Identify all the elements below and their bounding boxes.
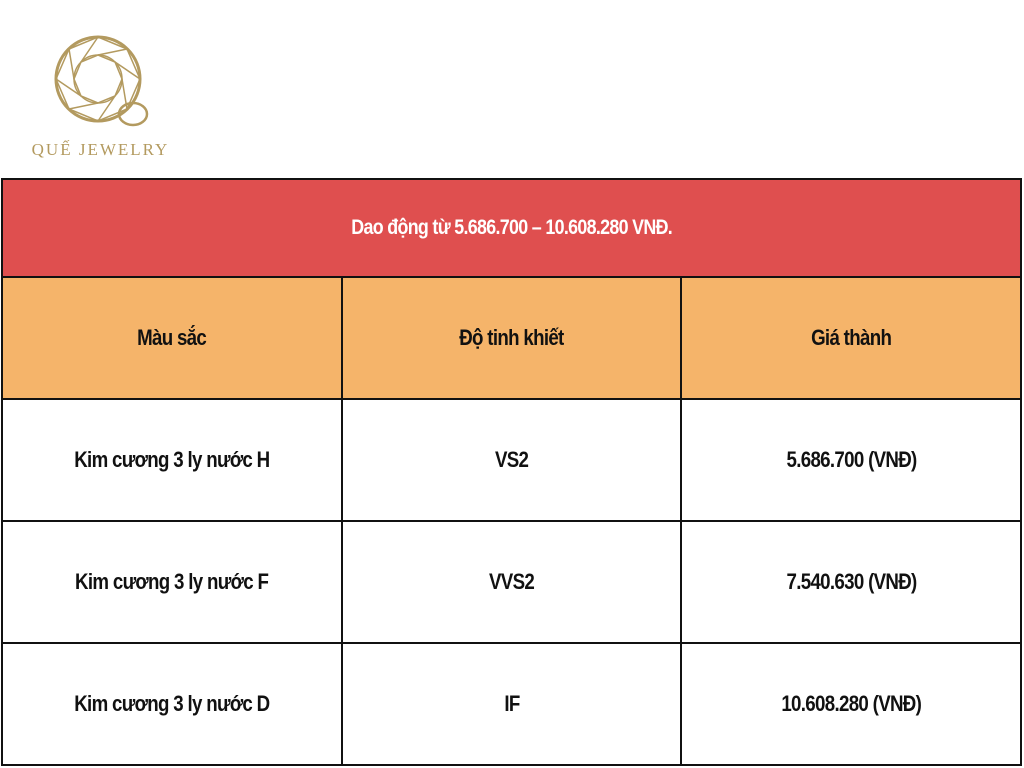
table-title-row: Dao động từ 5.686.700 – 10.608.280 VNĐ.: [1, 178, 1022, 278]
price-range-text: Dao động từ 5.686.700 – 10.608.280 VNĐ.: [351, 216, 672, 239]
cell-text: VVS2: [488, 569, 535, 594]
cell-color: Kim cương 3 ly nước D: [1, 642, 343, 766]
cell-color: Kim cương 3 ly nước F: [1, 520, 343, 644]
table-header-row: Màu sắc Độ tinh khiết Giá thành: [1, 276, 1022, 400]
cell-price: 7.540.630 (VNĐ): [680, 520, 1022, 644]
table-row: Kim cương 3 ly nước F VVS2 7.540.630 (VN…: [1, 520, 1022, 644]
cell-text: IF: [503, 691, 520, 716]
header-price: Giá thành: [680, 276, 1022, 400]
cell-price: 5.686.700 (VNĐ): [680, 398, 1022, 522]
cell-clarity: IF: [340, 642, 683, 766]
cell-text: Kim cương 3 ly nước D: [74, 691, 270, 716]
table-row: Kim cương 3 ly nước H VS2 5.686.700 (VNĐ…: [1, 398, 1022, 522]
header-clarity-text: Độ tinh khiết: [459, 325, 564, 350]
cell-price: 10.608.280 (VNĐ): [680, 642, 1022, 766]
cell-text: Kim cương 3 ly nước F: [75, 569, 269, 594]
header-clarity: Độ tinh khiết: [340, 276, 683, 400]
cell-clarity: VVS2: [340, 520, 683, 644]
brand-name: QUẾ JEWELRY: [31, 140, 170, 159]
header-color: Màu sắc: [1, 276, 343, 400]
price-range-title: Dao động từ 5.686.700 – 10.608.280 VNĐ.: [1, 178, 1022, 278]
table-row: Kim cương 3 ly nước D IF 10.608.280 (VNĐ…: [1, 642, 1022, 766]
brand-logo: QUẾ JEWELRY: [18, 34, 183, 164]
cell-text: 5.686.700 (VNĐ): [786, 447, 917, 472]
cell-text: VS2: [494, 447, 529, 472]
cell-clarity: VS2: [340, 398, 683, 522]
cell-text: 7.540.630 (VNĐ): [786, 569, 917, 594]
cell-text: 10.608.280 (VNĐ): [781, 691, 922, 716]
cell-text: Kim cương 3 ly nước H: [74, 447, 270, 472]
price-table: Dao động từ 5.686.700 – 10.608.280 VNĐ. …: [1, 178, 1022, 766]
cell-color: Kim cương 3 ly nước H: [1, 398, 343, 522]
diamond-q-logo-icon: [54, 35, 149, 127]
header-price-text: Giá thành: [811, 325, 892, 350]
header-color-text: Màu sắc: [137, 325, 207, 350]
